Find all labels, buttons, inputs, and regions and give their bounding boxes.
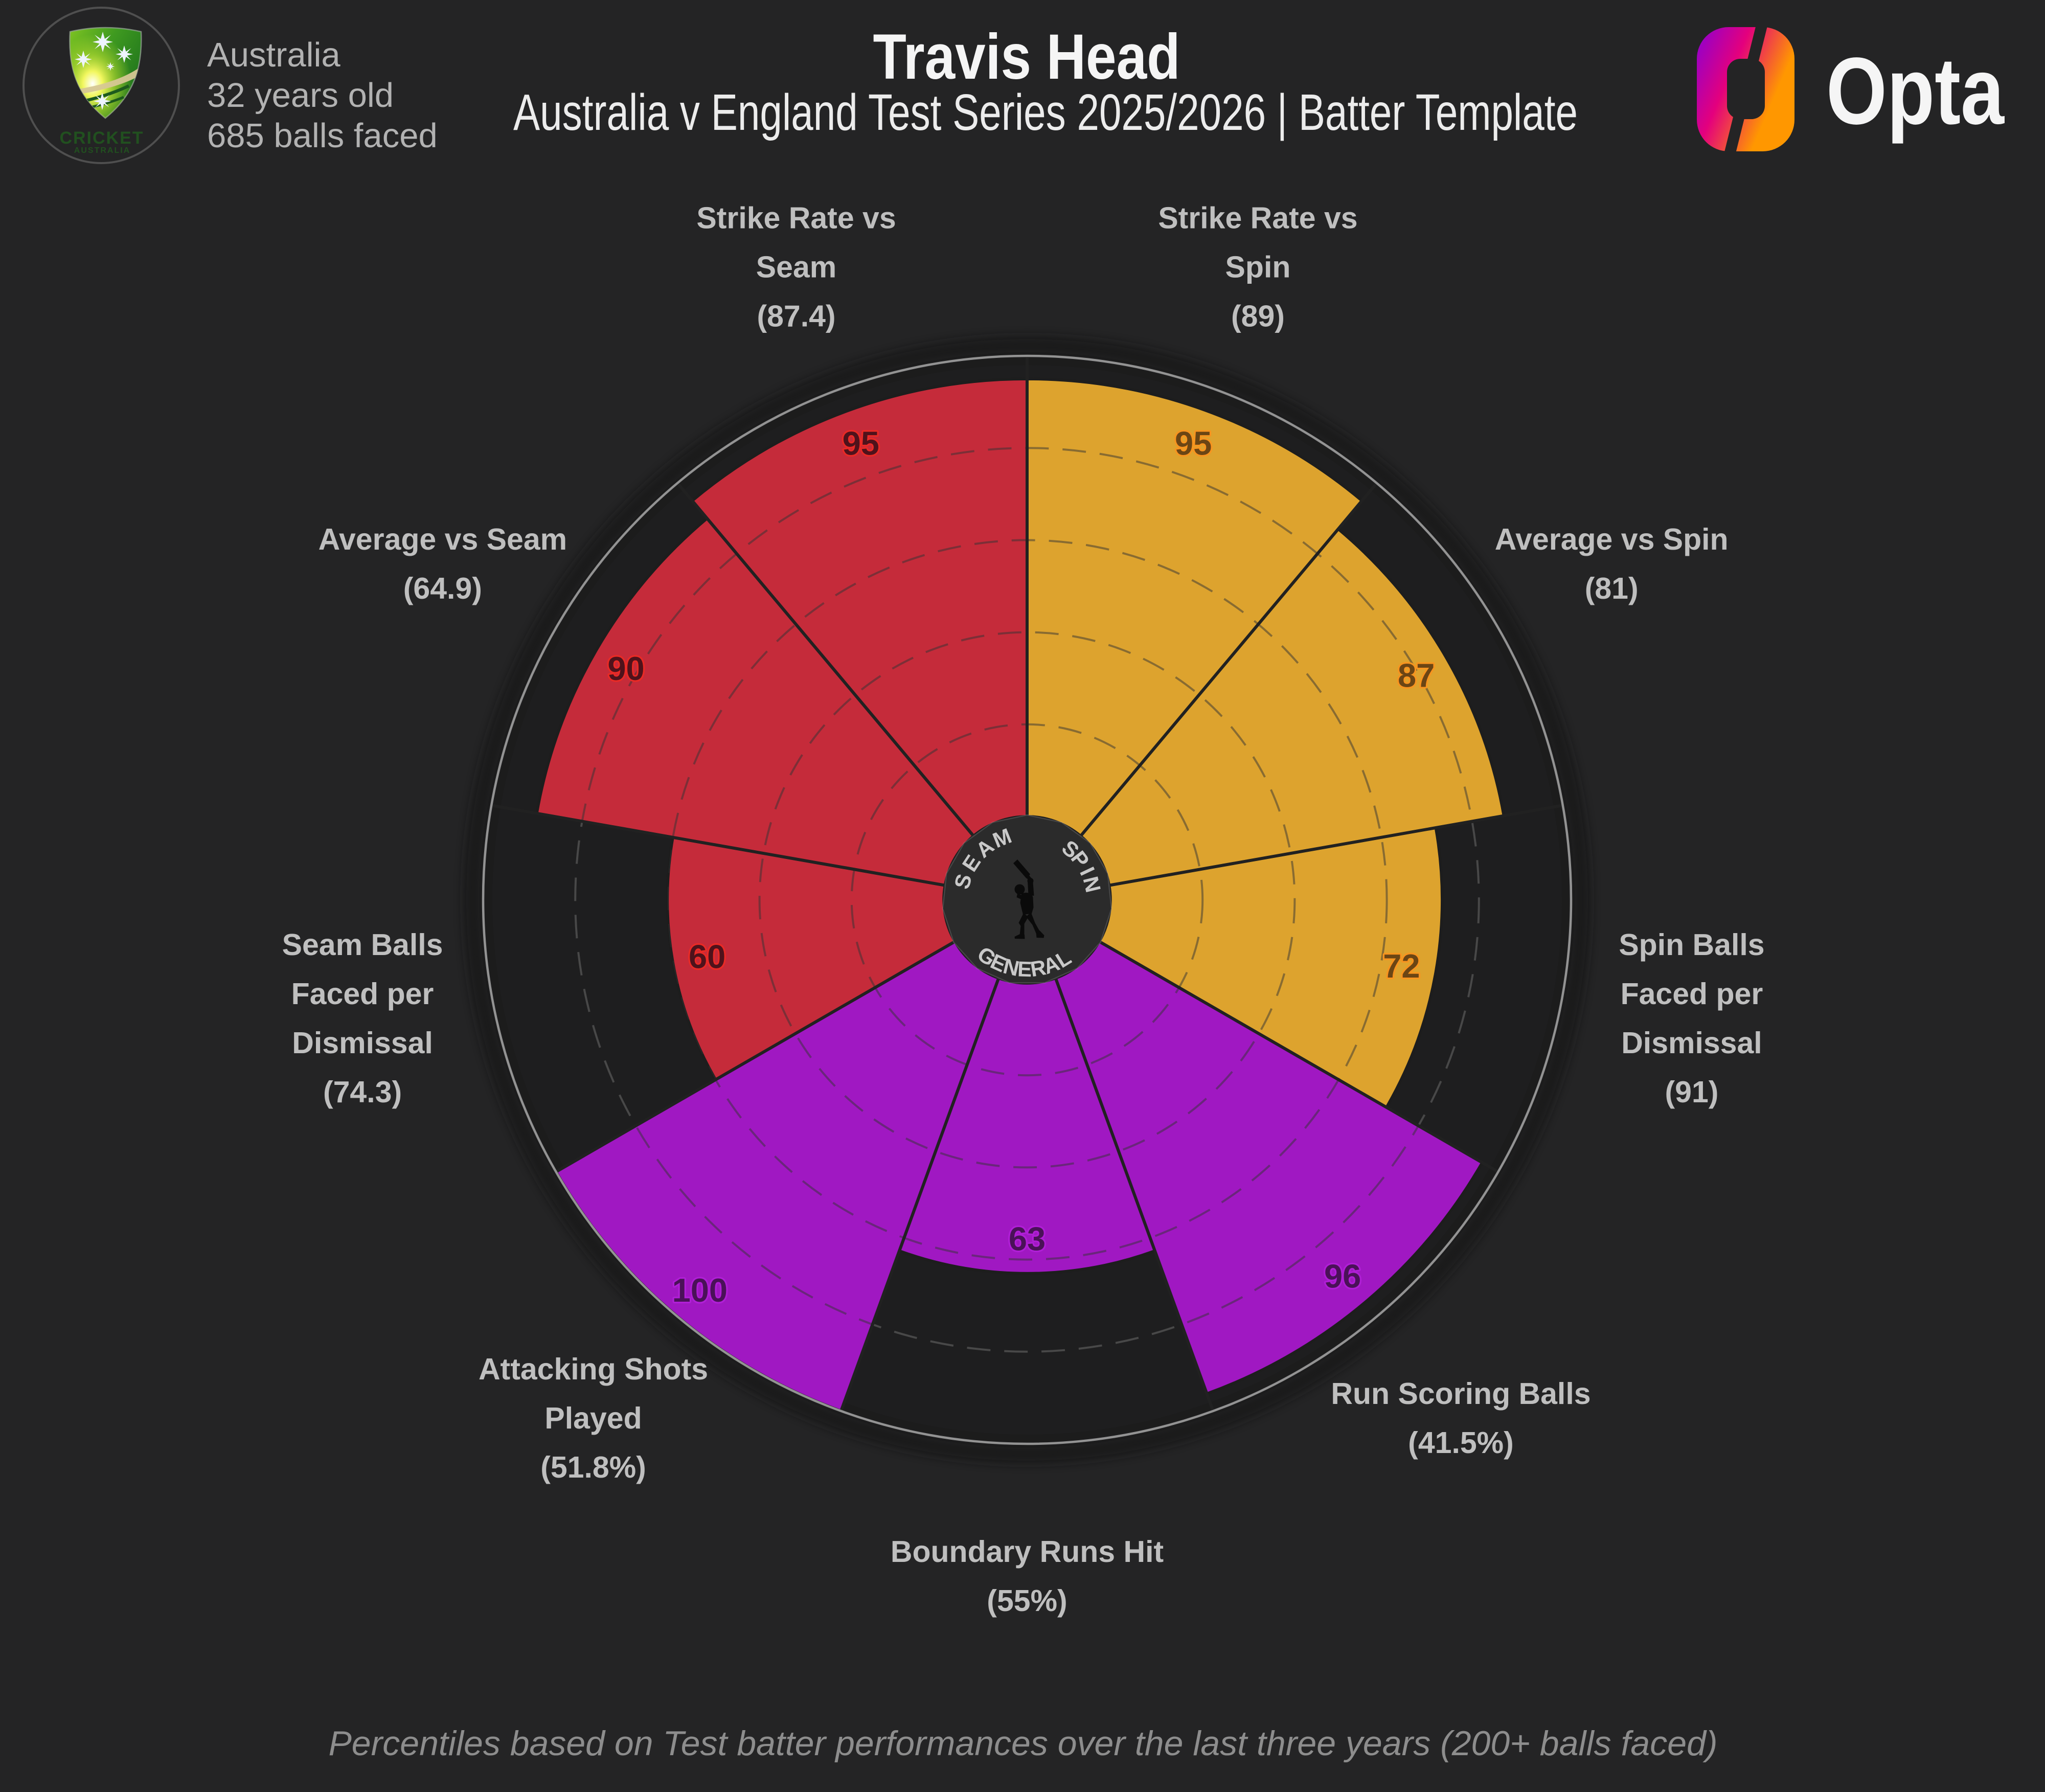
svg-text:Strike Rate vs: Strike Rate vs (1158, 201, 1357, 235)
svg-text:Average vs Seam: Average vs Seam (319, 523, 567, 556)
svg-text:87: 87 (1398, 657, 1435, 694)
svg-text:Percentiles based on Test batt: Percentiles based on Test batter perform… (328, 1724, 1717, 1763)
svg-text:AUSTRALIA: AUSTRALIA (74, 146, 130, 155)
svg-text:Run Scoring Balls: Run Scoring Balls (1331, 1377, 1590, 1411)
svg-text:(74.3): (74.3) (323, 1075, 402, 1109)
svg-text:Boundary Runs Hit: Boundary Runs Hit (891, 1535, 1164, 1569)
svg-text:Dismissal: Dismissal (292, 1026, 433, 1060)
svg-text:CRICKET: CRICKET (59, 128, 144, 148)
svg-text:(89): (89) (1231, 300, 1285, 333)
svg-text:(41.5%): (41.5%) (1408, 1426, 1514, 1460)
svg-text:685 balls faced: 685 balls faced (207, 117, 438, 155)
svg-text:95: 95 (1175, 424, 1212, 462)
svg-text:Seam: Seam (756, 251, 836, 284)
svg-text:(55%): (55%) (987, 1584, 1067, 1618)
svg-text:Dismissal: Dismissal (1621, 1026, 1762, 1060)
svg-text:63: 63 (1009, 1220, 1046, 1258)
svg-text:Attacking Shots: Attacking Shots (479, 1352, 708, 1386)
svg-text:Australia v England Test Serie: Australia v England Test Series 2025/202… (513, 84, 1578, 141)
svg-text:Played: Played (544, 1401, 642, 1435)
svg-text:Australia: Australia (207, 36, 340, 74)
svg-text:Faced per: Faced per (1621, 977, 1763, 1011)
svg-text:E: E (1017, 957, 1032, 981)
svg-text:Spin: Spin (1225, 251, 1291, 284)
svg-text:96: 96 (1324, 1257, 1361, 1295)
svg-text:72: 72 (1383, 947, 1420, 985)
svg-text:Spin Balls: Spin Balls (1619, 928, 1764, 962)
svg-text:(81): (81) (1585, 572, 1639, 605)
svg-text:Average vs Spin: Average vs Spin (1495, 523, 1729, 556)
svg-text:R: R (1029, 955, 1048, 981)
svg-text:90: 90 (607, 650, 644, 687)
svg-text:(64.9): (64.9) (403, 572, 482, 605)
svg-text:Faced per: Faced per (291, 977, 434, 1011)
svg-text:60: 60 (689, 938, 725, 975)
svg-text:Travis Head: Travis Head (873, 21, 1180, 93)
svg-text:100: 100 (672, 1272, 728, 1309)
svg-text:Strike Rate vs: Strike Rate vs (696, 201, 896, 235)
svg-text:95: 95 (843, 424, 879, 462)
svg-text:(91): (91) (1665, 1075, 1718, 1109)
svg-text:Opta: Opta (1826, 38, 2005, 144)
svg-text:(51.8%): (51.8%) (540, 1450, 646, 1484)
svg-text:Seam Balls: Seam Balls (282, 928, 443, 962)
svg-text:32 years old: 32 years old (207, 76, 394, 115)
svg-text:(87.4): (87.4) (757, 300, 835, 333)
